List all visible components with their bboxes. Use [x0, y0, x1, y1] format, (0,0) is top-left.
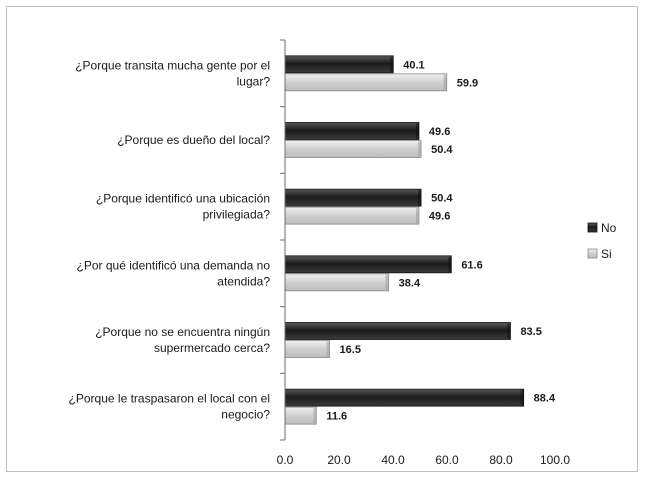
bar-end-cap [507, 324, 510, 339]
bar-end-cap [521, 390, 524, 405]
category-label-line: privilegiada? [203, 208, 271, 222]
bar-no [285, 256, 451, 273]
category-label: ¿Porque es dueño del local? [117, 133, 270, 147]
category-label-line: ¿Porque no se encuentra ningún [95, 325, 270, 339]
bar-end-cap [418, 142, 421, 157]
bar-no [285, 123, 419, 140]
category-label: ¿Porque le traspasaron el local con el ne… [69, 392, 271, 422]
plot-area: ¿Porque transita mucha gente por el lugar… [69, 40, 617, 467]
x-tick-label: 60.0 [435, 453, 459, 467]
legend-swatch-si [588, 249, 597, 258]
legend-label-no: No [601, 221, 617, 235]
category-label-line: ¿Porque le traspasaron el local con el [69, 392, 270, 406]
bar-si [285, 407, 316, 424]
x-tick-label: 80.0 [489, 453, 513, 467]
data-label: 59.9 [457, 77, 478, 89]
bar-end-cap [418, 190, 421, 205]
category-label-line: atendida? [217, 274, 270, 288]
x-tick-label: 20.0 [327, 453, 351, 467]
bar-si [285, 141, 421, 158]
category-label-line: ¿Porque transita mucha gente por el [75, 58, 270, 72]
x-tick-label: 40.0 [381, 453, 405, 467]
bar-no [285, 189, 421, 206]
bar-si [285, 207, 419, 224]
category-label-line: ¿Por qué identificó una demanda no [77, 258, 271, 272]
bar-end-cap [448, 257, 451, 272]
x-tick-label: 0.0 [277, 453, 294, 467]
category-label-line: ¿Porque es dueño del local? [117, 133, 270, 147]
data-label: 88.4 [534, 393, 556, 405]
bar-no [285, 56, 393, 73]
bar-end-cap [390, 57, 393, 72]
data-label: 16.5 [340, 344, 361, 356]
bar-no [285, 323, 510, 340]
bar-si [285, 74, 447, 91]
data-label: 50.4 [431, 144, 453, 156]
bar-si [285, 274, 389, 291]
data-label: 40.1 [403, 59, 424, 71]
x-tick-label: 100.0 [540, 453, 570, 467]
data-label: 50.4 [431, 193, 453, 205]
data-label: 49.6 [429, 126, 450, 138]
bar-end-cap [444, 75, 447, 90]
category-label-line: negocio? [221, 408, 270, 422]
legend-label-si: Si [601, 247, 612, 261]
category-label: ¿Por qué identificó una demanda no atendi… [77, 258, 271, 288]
category-label-line: ¿Porque identificó una ubicación [96, 192, 270, 206]
bar-end-cap [416, 124, 419, 139]
bar-si [285, 341, 330, 358]
bar-no [285, 389, 524, 406]
data-label: 49.6 [429, 211, 450, 223]
data-label: 11.6 [326, 411, 347, 423]
category-label: ¿Porque no se encuentra ningún supermerca… [95, 325, 270, 355]
category-label-line: lugar? [237, 74, 271, 88]
bar-end-cap [327, 342, 330, 357]
data-label: 38.4 [399, 277, 421, 289]
category-label-line: supermercado cerca? [154, 341, 270, 355]
bar-end-cap [313, 408, 316, 423]
data-label: 61.6 [461, 259, 482, 271]
bar-end-cap [386, 275, 389, 290]
legend-swatch-no [588, 223, 597, 232]
data-label: 83.5 [520, 326, 541, 338]
bar-end-cap [416, 208, 419, 223]
category-label: ¿Porque transita mucha gente por el lugar… [75, 58, 270, 88]
category-label: ¿Porque identificó una ubicación privileg… [96, 192, 270, 222]
